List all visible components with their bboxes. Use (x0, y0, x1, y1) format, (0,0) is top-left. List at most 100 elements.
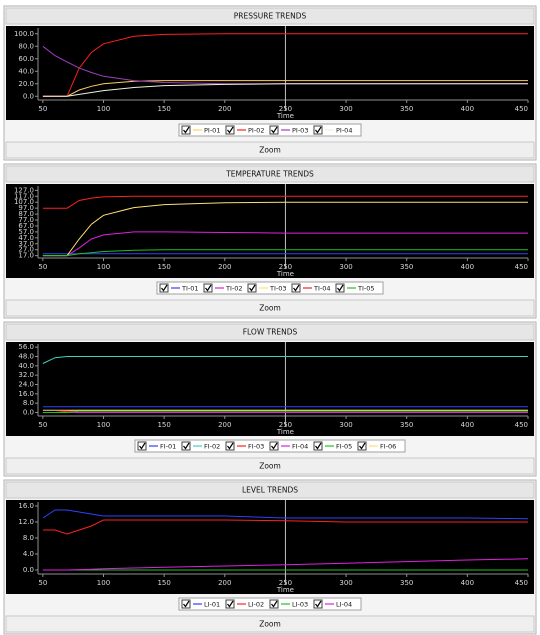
legend-checkbox[interactable] (181, 599, 191, 609)
y-tick-label: 87.0 (18, 210, 34, 218)
y-tick-label: 16.0 (18, 502, 34, 510)
title-bar (5, 323, 535, 341)
x-tick-label: 350 (400, 105, 413, 113)
legend-checkbox[interactable] (269, 599, 279, 609)
legend-label: LI-01 (204, 601, 220, 609)
panel-title: TEMPERATURE TRENDS (225, 170, 314, 179)
check-mark (139, 442, 146, 450)
trend-panel: LEVEL TRENDS 0.0 4.0 8.0 12.0 16.0 50 100 150 200… (3, 479, 537, 635)
x-tick-label: 400 (461, 421, 474, 429)
check-mark (315, 126, 322, 134)
x-tick-label: 200 (218, 263, 231, 271)
title-bar (5, 165, 535, 183)
panel-title: PRESSURE TRENDS (234, 12, 307, 21)
legend-label: LI-04 (336, 601, 352, 609)
x-tick-label: 300 (339, 105, 352, 113)
legend-checkbox[interactable] (291, 283, 301, 293)
legend-checkbox[interactable] (225, 599, 235, 609)
legend-checkbox[interactable] (247, 283, 257, 293)
x-tick-label: 400 (461, 579, 474, 587)
trend-line (42, 249, 528, 257)
legend-label: FI-04 (292, 443, 308, 451)
x-tick-label: 350 (400, 421, 413, 429)
legend-label: LI-02 (248, 601, 264, 609)
trend-line (42, 80, 528, 97)
legend-checkbox[interactable] (269, 125, 279, 135)
legend-label: LI-03 (292, 601, 308, 609)
legend-checkbox[interactable] (225, 125, 235, 135)
zoom-label: Zoom (259, 462, 281, 471)
trend-line (42, 83, 528, 97)
y-tick-label: 20.0 (18, 80, 34, 88)
y-tick-label: 100.0 (14, 30, 34, 38)
x-tick-label: 100 (97, 105, 110, 113)
legend-checkbox[interactable] (269, 441, 279, 451)
legend-checkbox[interactable] (313, 441, 323, 451)
zoom-button[interactable] (5, 299, 535, 317)
y-tick-label: 12.0 (18, 518, 34, 526)
legend-checkbox[interactable] (181, 125, 191, 135)
x-tick-label: 150 (157, 263, 170, 271)
legend-label: FI-06 (380, 443, 396, 451)
legend-label: PI-04 (336, 127, 352, 135)
zoom-button[interactable] (5, 141, 535, 159)
x-tick-label: 450 (515, 421, 528, 429)
x-tick-label: 100 (97, 263, 110, 271)
check-mark (205, 284, 212, 292)
zoom-label: Zoom (259, 620, 281, 629)
check-mark (271, 600, 278, 608)
y-tick-label: 57.0 (18, 228, 34, 236)
trend-line (42, 410, 528, 413)
y-tick-label: 97.0 (18, 204, 34, 212)
y-tick-label: 37.0 (18, 240, 34, 248)
legend-checkbox[interactable] (159, 283, 169, 293)
y-tick-label: 107.0 (14, 198, 34, 206)
plot-area (6, 342, 534, 436)
check-mark (227, 600, 234, 608)
legend-checkbox[interactable] (137, 441, 147, 451)
legend-label: TI-04 (313, 285, 331, 293)
y-tick-label: 0.0 (23, 566, 34, 574)
plot-area (6, 184, 534, 278)
legend-checkbox[interactable] (335, 283, 345, 293)
y-tick-label: 127.0 (14, 186, 34, 194)
title-bar (5, 481, 535, 499)
y-tick-label: 77.0 (18, 216, 34, 224)
legend-checkbox[interactable] (203, 283, 213, 293)
zoom-label: Zoom (259, 304, 281, 313)
y-tick-label: 27.0 (18, 246, 34, 254)
y-tick-label: 0.0 (23, 92, 34, 100)
legend-checkbox[interactable] (313, 125, 323, 135)
x-tick-label: 350 (400, 263, 413, 271)
legend-checkbox[interactable] (357, 441, 367, 451)
y-tick-label: 16.0 (18, 390, 34, 398)
zoom-button[interactable] (5, 615, 535, 633)
check-mark (227, 126, 234, 134)
x-tick-label: 450 (515, 263, 528, 271)
x-tick-label: 50 (38, 263, 47, 271)
y-tick-label: 47.0 (18, 234, 34, 242)
x-tick-label: 300 (339, 421, 352, 429)
y-tick-label: 67.0 (18, 222, 34, 230)
legend-checkbox[interactable] (225, 441, 235, 451)
check-mark (161, 284, 168, 292)
legend-label: TI-02 (225, 285, 243, 293)
trend-line (42, 33, 528, 97)
zoom-button[interactable] (5, 457, 535, 475)
y-tick-label: 117.0 (14, 192, 34, 200)
legend-label: FI-03 (248, 443, 264, 451)
legend-label: TI-03 (269, 285, 287, 293)
x-tick-label: 50 (38, 421, 47, 429)
y-tick-label: 48.0 (18, 353, 34, 361)
check-mark (271, 126, 278, 134)
legend-checkbox[interactable] (181, 441, 191, 451)
legend-label: PI-01 (204, 127, 220, 135)
y-tick-label: 40.0 (18, 67, 34, 75)
y-tick-label: 80.0 (18, 42, 34, 50)
legend-checkbox[interactable] (313, 599, 323, 609)
trend-line (42, 519, 528, 535)
x-tick-label: 200 (218, 421, 231, 429)
panel-title: LEVEL TRENDS (242, 486, 298, 495)
panel-title: FLOW TRENDS (243, 328, 298, 337)
